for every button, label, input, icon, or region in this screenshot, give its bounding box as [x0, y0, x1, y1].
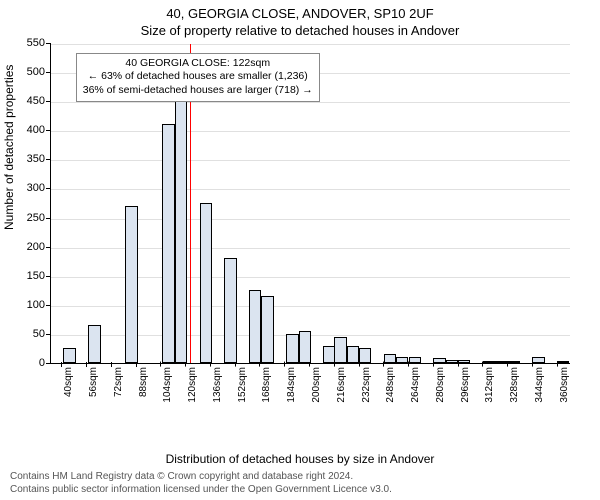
- annotation-box: 40 GEORGIA CLOSE: 122sqm← 63% of detache…: [76, 53, 320, 102]
- attribution-footer: Contains HM Land Registry data © Crown c…: [10, 471, 392, 496]
- histogram-bar: [162, 124, 174, 363]
- histogram-bar: [299, 331, 311, 363]
- histogram-bar: [458, 360, 470, 363]
- histogram-bar: [261, 296, 273, 363]
- histogram-bar: [286, 334, 298, 363]
- y-axis-label: Number of detached properties: [2, 65, 16, 230]
- y-tick: 0: [39, 357, 51, 369]
- address-title: 40, GEORGIA CLOSE, ANDOVER, SP10 2UF: [0, 0, 600, 21]
- histogram-bar: [483, 361, 495, 363]
- x-tick: 104sqm: [162, 363, 173, 403]
- annotation-line-2: ← 63% of detached houses are smaller (1,…: [83, 70, 313, 84]
- histogram-bar: [508, 361, 520, 363]
- annotation-line-1: 40 GEORGIA CLOSE: 122sqm: [83, 57, 313, 71]
- x-tick: 120sqm: [187, 363, 198, 403]
- y-gridline: [51, 102, 570, 103]
- x-tick: 312sqm: [484, 363, 495, 403]
- histogram-bar: [200, 203, 212, 363]
- y-tick: 200: [27, 241, 51, 253]
- footer-line-1: Contains HM Land Registry data © Crown c…: [10, 471, 392, 484]
- histogram-bar: [532, 357, 544, 363]
- histogram-bar: [409, 357, 421, 363]
- x-axis-label: Distribution of detached houses by size …: [0, 452, 600, 466]
- annotation-line-3: 36% of semi-detached houses are larger (…: [83, 84, 313, 98]
- y-tick: 550: [27, 37, 51, 49]
- x-tick: 152sqm: [237, 363, 248, 403]
- x-tick: 344sqm: [534, 363, 545, 403]
- y-tick: 250: [27, 212, 51, 224]
- x-tick: 232sqm: [361, 363, 372, 403]
- chart-container: 05010015020025030035040045050055040sqm56…: [50, 44, 580, 414]
- histogram-bar: [396, 357, 408, 363]
- y-gridline: [51, 131, 570, 132]
- histogram-bar: [433, 358, 445, 363]
- x-tick: 168sqm: [261, 363, 272, 403]
- x-tick: 296sqm: [460, 363, 471, 403]
- y-gridline: [51, 160, 570, 161]
- histogram-plot: 05010015020025030035040045050055040sqm56…: [50, 44, 570, 364]
- y-tick: 500: [27, 66, 51, 78]
- histogram-bar: [495, 361, 507, 363]
- x-tick: 56sqm: [88, 363, 99, 397]
- footer-line-2: Contains public sector information licen…: [10, 484, 392, 497]
- x-tick: 40sqm: [63, 363, 74, 397]
- histogram-bar: [88, 325, 100, 363]
- subtitle: Size of property relative to detached ho…: [0, 21, 600, 38]
- y-tick: 100: [27, 299, 51, 311]
- x-tick: 72sqm: [113, 363, 124, 397]
- y-gridline: [51, 189, 570, 190]
- histogram-bar: [63, 348, 75, 363]
- histogram-bar: [384, 354, 396, 363]
- y-tick: 350: [27, 153, 51, 165]
- y-tick: 450: [27, 95, 51, 107]
- x-tick: 280sqm: [435, 363, 446, 403]
- x-tick: 200sqm: [311, 363, 322, 403]
- y-tick: 300: [27, 182, 51, 194]
- histogram-bar: [334, 337, 346, 363]
- histogram-bar: [557, 361, 569, 363]
- histogram-bar: [347, 346, 359, 363]
- histogram-bar: [446, 360, 458, 363]
- x-tick: 360sqm: [559, 363, 570, 403]
- x-tick: 184sqm: [286, 363, 297, 403]
- y-tick: 50: [33, 328, 51, 340]
- x-tick: 88sqm: [138, 363, 149, 397]
- histogram-bar: [125, 206, 137, 363]
- histogram-bar: [359, 348, 371, 363]
- x-tick: 264sqm: [410, 363, 421, 403]
- x-tick: 328sqm: [509, 363, 520, 403]
- histogram-bar: [224, 258, 236, 363]
- y-tick: 400: [27, 124, 51, 136]
- x-tick: 216sqm: [336, 363, 347, 403]
- histogram-bar: [175, 101, 187, 363]
- y-gridline: [51, 44, 570, 45]
- y-tick: 150: [27, 270, 51, 282]
- x-tick: 136sqm: [212, 363, 223, 403]
- histogram-bar: [249, 290, 261, 363]
- x-tick: 248sqm: [385, 363, 396, 403]
